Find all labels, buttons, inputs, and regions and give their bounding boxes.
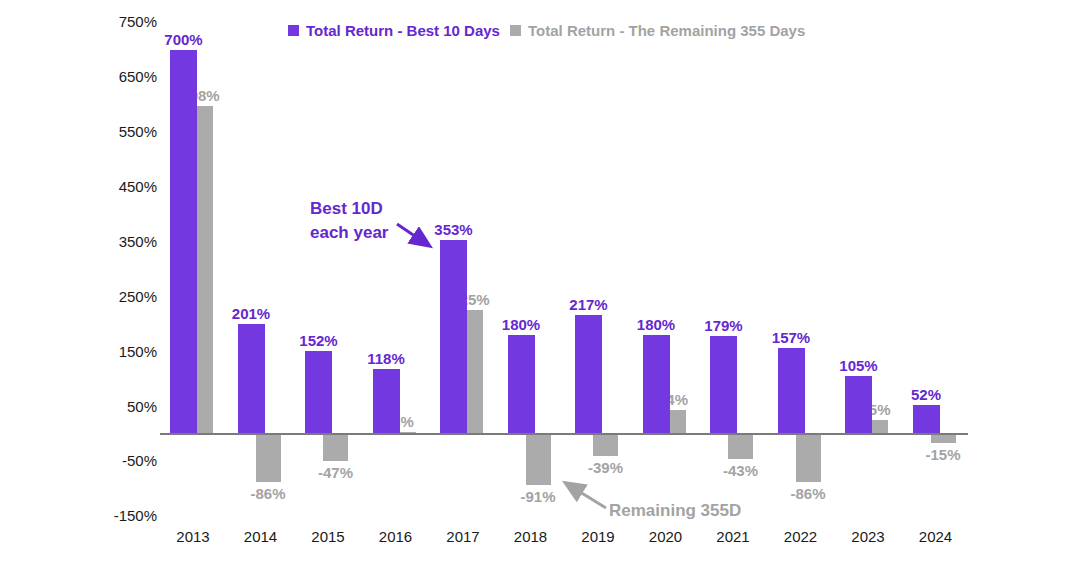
bar-remaining-355-days-2015 bbox=[323, 435, 348, 461]
x-label-2013: 2013 bbox=[176, 528, 209, 545]
x-label-2021: 2021 bbox=[716, 528, 749, 545]
legend-label-remaining-355-days: Total Return - The Remaining 355 Days bbox=[528, 22, 805, 39]
bar-remaining-355-days-2021 bbox=[728, 435, 753, 459]
bar-best-10-days-2016 bbox=[373, 369, 400, 434]
bar-best-10-days-2015 bbox=[305, 351, 332, 434]
x-label-2024: 2024 bbox=[919, 528, 952, 545]
x-label-2016: 2016 bbox=[379, 528, 412, 545]
value-label-best-10-days-2022: 157% bbox=[772, 329, 810, 346]
x-label-2017: 2017 bbox=[446, 528, 479, 545]
x-label-2023: 2023 bbox=[851, 528, 884, 545]
annotation-best-10d-line1: Best 10D bbox=[310, 197, 388, 221]
y-tick--50: -50% bbox=[93, 452, 157, 469]
x-label-2020: 2020 bbox=[649, 528, 682, 545]
bar-remaining-355-days-2019 bbox=[593, 435, 618, 456]
y-tick-550: 550% bbox=[93, 123, 157, 140]
bar-remaining-355-days-2014 bbox=[256, 435, 281, 482]
legend-marker-best-10-days-icon bbox=[288, 25, 299, 36]
x-label-2018: 2018 bbox=[514, 528, 547, 545]
annotation-best-10d-line2: each year bbox=[310, 221, 388, 245]
zero-axis-line bbox=[160, 433, 968, 435]
value-label-best-10-days-2020: 180% bbox=[637, 316, 675, 333]
value-label-remaining-355-days-2014: -86% bbox=[250, 485, 285, 502]
bar-best-10-days-2021 bbox=[710, 336, 737, 434]
legend-item-remaining-355-days: Total Return - The Remaining 355 Days bbox=[510, 22, 805, 39]
value-label-best-10-days-2014: 201% bbox=[232, 305, 270, 322]
legend-item-best-10-days: Total Return - Best 10 Days bbox=[288, 22, 500, 39]
bar-best-10-days-2013 bbox=[170, 50, 197, 434]
y-tick-250: 250% bbox=[93, 288, 157, 305]
value-label-best-10-days-2024: 52% bbox=[911, 386, 941, 403]
y-tick-350: 350% bbox=[93, 233, 157, 250]
legend-label-best-10-days: Total Return - Best 10 Days bbox=[306, 22, 500, 39]
legend-marker-remaining-355-days-icon bbox=[510, 25, 521, 36]
best-10d-arrow-icon bbox=[397, 224, 428, 245]
x-label-2019: 2019 bbox=[581, 528, 614, 545]
y-tick-450: 450% bbox=[93, 178, 157, 195]
bar-best-10-days-2019 bbox=[575, 315, 602, 434]
annotation-best-10d: Best 10D each year bbox=[310, 197, 388, 245]
bar-best-10-days-2023 bbox=[845, 376, 872, 434]
y-tick-750: 750% bbox=[93, 13, 157, 30]
remaining-355d-arrow-icon bbox=[567, 484, 606, 508]
value-label-best-10-days-2018: 180% bbox=[502, 316, 540, 333]
value-label-best-10-days-2017: 353% bbox=[434, 221, 472, 238]
value-label-remaining-355-days-2019: -39% bbox=[588, 459, 623, 476]
value-label-best-10-days-2013: 700% bbox=[164, 31, 202, 48]
y-tick-50: 50% bbox=[93, 398, 157, 415]
value-label-best-10-days-2021: 179% bbox=[704, 317, 742, 334]
value-label-best-10-days-2015: 152% bbox=[299, 332, 337, 349]
x-label-2015: 2015 bbox=[311, 528, 344, 545]
x-label-2022: 2022 bbox=[784, 528, 817, 545]
value-label-remaining-355-days-2018: -91% bbox=[520, 488, 555, 505]
bar-best-10-days-2018 bbox=[508, 335, 535, 434]
value-label-remaining-355-days-2021: -43% bbox=[723, 462, 758, 479]
bar-remaining-355-days-2024 bbox=[931, 435, 956, 443]
value-label-remaining-355-days-2015: -47% bbox=[318, 464, 353, 481]
bar-best-10-days-2017 bbox=[440, 240, 467, 434]
value-label-remaining-355-days-2022: -86% bbox=[790, 485, 825, 502]
value-label-best-10-days-2016: 118% bbox=[367, 350, 405, 367]
annotation-remaining-355d: Remaining 355D bbox=[609, 499, 741, 523]
annotation-remaining-355d-line1: Remaining 355D bbox=[609, 499, 741, 523]
bar-best-10-days-2022 bbox=[778, 348, 805, 434]
bar-best-10-days-2014 bbox=[238, 324, 265, 434]
bar-best-10-days-2020 bbox=[643, 335, 670, 434]
bar-remaining-355-days-2018 bbox=[526, 435, 551, 485]
bar-best-10-days-2024 bbox=[913, 405, 940, 434]
value-label-best-10-days-2023: 105% bbox=[839, 357, 877, 374]
value-label-remaining-355-days-2024: -15% bbox=[925, 446, 960, 463]
bar-chart: Total Return - Best 10 Days Total Return… bbox=[0, 0, 1068, 561]
y-tick-650: 650% bbox=[93, 68, 157, 85]
bar-remaining-355-days-2022 bbox=[796, 435, 821, 482]
y-tick--150: -150% bbox=[93, 507, 157, 524]
y-tick-150: 150% bbox=[93, 343, 157, 360]
x-label-2014: 2014 bbox=[244, 528, 277, 545]
value-label-best-10-days-2019: 217% bbox=[569, 296, 607, 313]
